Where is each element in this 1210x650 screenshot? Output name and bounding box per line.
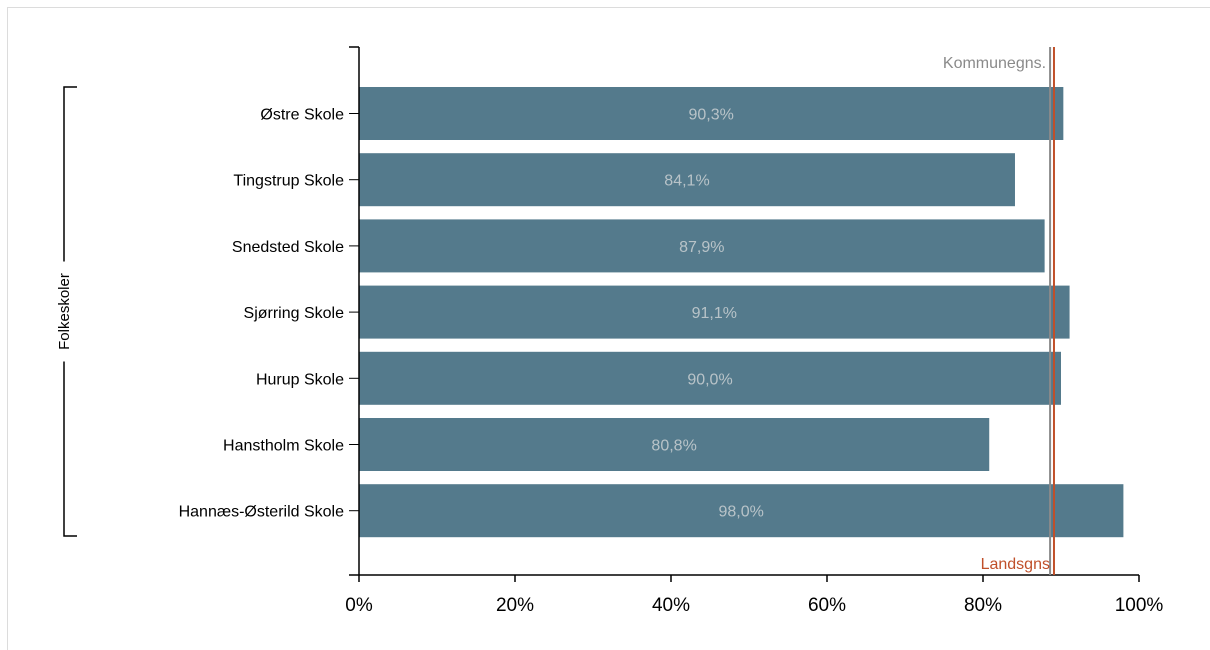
x-tick-label: 40% [652, 595, 690, 616]
bar [359, 87, 1064, 140]
data-label: 90,3% [688, 107, 733, 124]
category-label: Hanstholm Skole [223, 438, 344, 455]
axis-layer [349, 46, 1140, 582]
category-label: Snedsted Skole [232, 239, 344, 256]
x-tick-label: 80% [964, 595, 1002, 616]
bar [359, 285, 1070, 339]
data-label: 80,8% [651, 438, 696, 455]
labels-layer: 90,3% Østre Skole 84,1% Tingstrup Skole 87,9… [179, 55, 1164, 616]
x-tick-label: 100% [1115, 595, 1164, 616]
category-label: Østre Skole [260, 107, 344, 124]
chart-frame: 90,3% Østre Skole 84,1% Tingstrup Skole 87,9… [7, 7, 1210, 650]
group-label-bg [55, 261, 73, 362]
category-label: Tingstrup Skole [233, 173, 344, 190]
data-label: 90,0% [687, 371, 732, 388]
category-label: Hurup Skole [256, 371, 344, 388]
group-label: Folkeskoler [56, 273, 73, 350]
x-tick-label: 60% [808, 595, 846, 616]
x-tick-label: 20% [496, 595, 534, 616]
x-tick-label: 0% [345, 595, 373, 616]
data-label: 91,1% [692, 305, 737, 322]
category-label: Sjørring Skole [244, 305, 345, 322]
reference-lines-layer [1049, 47, 1055, 575]
bar [359, 153, 1015, 207]
bar [359, 219, 1045, 273]
bar [359, 351, 1061, 405]
data-label: 84,1% [664, 173, 709, 190]
category-label: Hannæs-Østerild Skole [179, 504, 345, 521]
bars-layer [359, 87, 1124, 538]
data-label: 98,0% [719, 504, 764, 521]
bar [359, 484, 1124, 538]
bar-chart: 90,3% Østre Skole 84,1% Tingstrup Skole 87,9… [55, 46, 1164, 616]
data-label: 87,9% [679, 239, 724, 256]
reference-line-label: Landsgns [981, 556, 1050, 573]
bar [359, 418, 990, 471]
group-bracket: Folkeskoler [55, 86, 77, 537]
reference-line-label: Kommunegns. [943, 55, 1046, 72]
